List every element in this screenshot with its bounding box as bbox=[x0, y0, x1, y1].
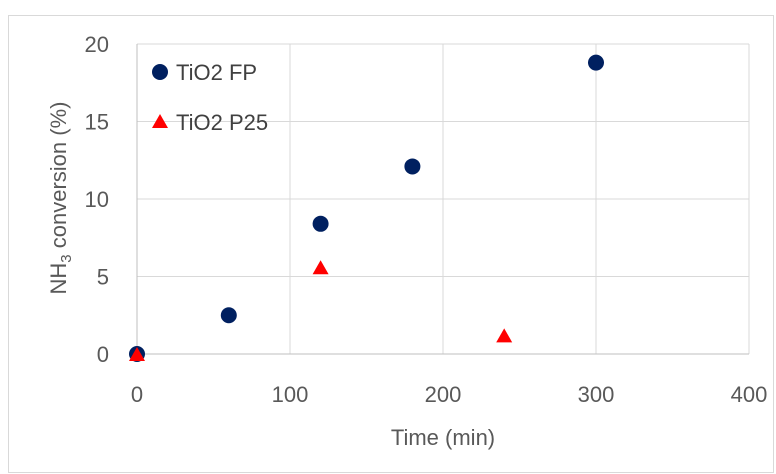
y-axis-title-main: NH bbox=[46, 263, 71, 295]
x-tick-label: 300 bbox=[578, 382, 615, 407]
legend-marker-tio2-p25 bbox=[152, 114, 168, 128]
y-tick-label: 0 bbox=[97, 342, 109, 367]
legend-marker-tio2-fp bbox=[152, 64, 168, 80]
data-point-tio2-p25 bbox=[129, 347, 145, 361]
legend-label-tio2-p25: TiO2 P25 bbox=[176, 110, 268, 135]
y-tick-label: 15 bbox=[85, 110, 109, 135]
y-axis-title: NH3 conversion (%) bbox=[46, 102, 75, 295]
data-point-tio2-fp bbox=[588, 54, 604, 71]
chart-frame bbox=[8, 15, 774, 473]
data-point-tio2-p25 bbox=[496, 328, 513, 343]
y-tick-label: 10 bbox=[85, 187, 109, 212]
data-point-tio2-fp bbox=[404, 158, 421, 175]
data-point-tio2-p25 bbox=[312, 260, 329, 275]
y-tick-label: 5 bbox=[97, 265, 109, 290]
data-mark-layer bbox=[129, 54, 604, 362]
y-tick-label: 20 bbox=[85, 32, 109, 57]
y-axis-title-subscript: 3 bbox=[58, 254, 75, 262]
x-tick-label: 100 bbox=[272, 382, 309, 407]
data-point-tio2-fp bbox=[312, 215, 329, 232]
x-tick-label: 400 bbox=[731, 382, 768, 407]
x-tick-label: 200 bbox=[425, 382, 462, 407]
data-point-tio2-fp bbox=[220, 307, 237, 324]
x-tick-label: 0 bbox=[131, 382, 143, 407]
legend: TiO2 FP TiO2 P25 bbox=[152, 60, 268, 135]
x-axis-title: Time (min) bbox=[391, 425, 495, 450]
legend-label-tio2-fp: TiO2 FP bbox=[176, 60, 257, 85]
grid-layer bbox=[137, 43, 750, 354]
y-axis-title-rest: conversion (%) bbox=[46, 102, 71, 255]
axis-layer bbox=[136, 44, 749, 355]
